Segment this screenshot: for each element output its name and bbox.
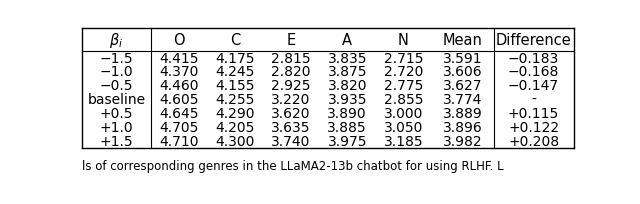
- Text: 4.710: 4.710: [159, 134, 198, 148]
- Text: 3.185: 3.185: [383, 134, 423, 148]
- Text: 3.889: 3.889: [443, 106, 483, 120]
- Text: +1.0: +1.0: [100, 120, 133, 134]
- Text: C: C: [230, 32, 240, 47]
- Text: 3.635: 3.635: [271, 120, 311, 134]
- Text: 4.255: 4.255: [215, 93, 255, 106]
- Text: 2.820: 2.820: [271, 65, 311, 79]
- Text: 3.620: 3.620: [271, 106, 311, 120]
- Text: A: A: [342, 32, 352, 47]
- Text: $\beta_i$: $\beta_i$: [109, 30, 124, 49]
- Text: 3.627: 3.627: [443, 79, 483, 93]
- Text: Difference: Difference: [496, 32, 572, 47]
- Text: 3.896: 3.896: [443, 120, 483, 134]
- Text: −0.147: −0.147: [508, 79, 559, 93]
- Text: 3.975: 3.975: [328, 134, 367, 148]
- Text: 2.855: 2.855: [384, 93, 423, 106]
- Text: 3.935: 3.935: [328, 93, 367, 106]
- Text: 4.415: 4.415: [159, 51, 198, 65]
- Text: 2.715: 2.715: [384, 51, 423, 65]
- Text: 3.050: 3.050: [384, 120, 423, 134]
- Text: 3.740: 3.740: [271, 134, 310, 148]
- Text: 3.820: 3.820: [328, 79, 367, 93]
- Text: +0.115: +0.115: [508, 106, 559, 120]
- Text: 4.300: 4.300: [215, 134, 255, 148]
- Text: 4.245: 4.245: [215, 65, 255, 79]
- Text: E: E: [287, 32, 296, 47]
- Text: 3.875: 3.875: [328, 65, 367, 79]
- Text: 2.720: 2.720: [384, 65, 423, 79]
- Text: -: -: [531, 93, 536, 106]
- Text: 4.155: 4.155: [215, 79, 255, 93]
- Text: +0.5: +0.5: [100, 106, 133, 120]
- Text: +0.122: +0.122: [508, 120, 559, 134]
- Text: 3.220: 3.220: [271, 93, 310, 106]
- Text: N: N: [398, 32, 409, 47]
- Text: 4.370: 4.370: [159, 65, 198, 79]
- Text: −0.168: −0.168: [508, 65, 559, 79]
- Text: −1.0: −1.0: [100, 65, 133, 79]
- Text: 4.705: 4.705: [159, 120, 198, 134]
- Text: 2.925: 2.925: [271, 79, 311, 93]
- Text: 4.645: 4.645: [159, 106, 198, 120]
- Text: 3.982: 3.982: [443, 134, 483, 148]
- Text: +0.208: +0.208: [508, 134, 559, 148]
- Text: 2.815: 2.815: [271, 51, 311, 65]
- Text: +1.5: +1.5: [100, 134, 133, 148]
- Text: baseline: baseline: [88, 93, 145, 106]
- Text: 2.775: 2.775: [384, 79, 423, 93]
- Text: 4.205: 4.205: [215, 120, 255, 134]
- Text: 4.175: 4.175: [215, 51, 255, 65]
- Text: 3.774: 3.774: [443, 93, 483, 106]
- Text: 4.290: 4.290: [215, 106, 255, 120]
- Text: 3.606: 3.606: [443, 65, 483, 79]
- Text: −0.5: −0.5: [100, 79, 133, 93]
- Text: 3.591: 3.591: [443, 51, 483, 65]
- Text: −1.5: −1.5: [100, 51, 133, 65]
- Text: 3.890: 3.890: [328, 106, 367, 120]
- Text: Mean: Mean: [443, 32, 483, 47]
- Text: 3.885: 3.885: [328, 120, 367, 134]
- Text: 4.605: 4.605: [159, 93, 198, 106]
- Text: O: O: [173, 32, 184, 47]
- Text: 4.460: 4.460: [159, 79, 198, 93]
- Text: −0.183: −0.183: [508, 51, 559, 65]
- Text: ls of corresponding genres in the LLaMA2-13b chatbot for using RLHF. L: ls of corresponding genres in the LLaMA2…: [83, 159, 504, 172]
- Text: 3.835: 3.835: [328, 51, 367, 65]
- Text: 3.000: 3.000: [384, 106, 423, 120]
